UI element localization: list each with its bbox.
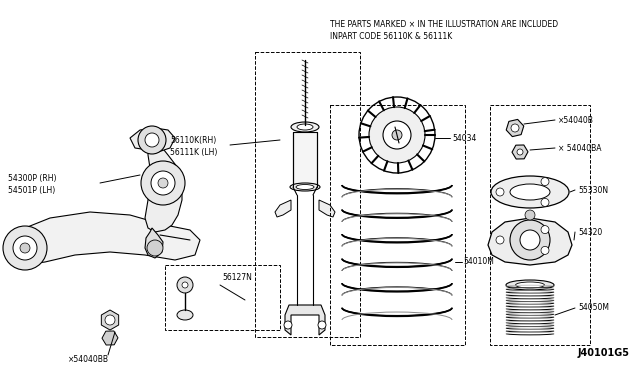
Circle shape: [177, 277, 193, 293]
Text: 54050M: 54050M: [578, 304, 609, 312]
Text: ×54040BB: ×54040BB: [68, 356, 109, 365]
Circle shape: [3, 226, 47, 270]
Text: J40101G5: J40101G5: [578, 348, 630, 358]
Circle shape: [496, 236, 504, 244]
Circle shape: [13, 236, 37, 260]
Circle shape: [141, 161, 185, 205]
Ellipse shape: [516, 282, 545, 288]
Polygon shape: [275, 200, 291, 217]
Circle shape: [145, 133, 159, 147]
Ellipse shape: [291, 122, 319, 132]
Circle shape: [541, 246, 549, 254]
Bar: [490, 105, 590, 345]
Text: 56127N: 56127N: [222, 273, 252, 282]
Circle shape: [541, 198, 549, 206]
Text: THE PARTS MARKED × IN THE ILLUSTRATION ARE INCLUDED: THE PARTS MARKED × IN THE ILLUSTRATION A…: [330, 20, 558, 29]
Circle shape: [182, 282, 188, 288]
Circle shape: [158, 178, 168, 188]
Text: 54300P (RH): 54300P (RH): [8, 173, 56, 183]
Circle shape: [151, 171, 175, 195]
Ellipse shape: [506, 280, 554, 290]
Ellipse shape: [297, 124, 313, 130]
Text: × 54040BA: × 54040BA: [558, 144, 602, 153]
Ellipse shape: [491, 176, 569, 208]
Polygon shape: [130, 128, 175, 152]
Circle shape: [541, 177, 549, 186]
Polygon shape: [15, 212, 200, 265]
Text: 56110K(RH): 56110K(RH): [170, 135, 216, 144]
Circle shape: [147, 240, 163, 256]
Circle shape: [520, 230, 540, 250]
Circle shape: [392, 130, 402, 140]
Ellipse shape: [290, 183, 320, 191]
Circle shape: [383, 121, 411, 149]
Circle shape: [525, 210, 535, 220]
Text: 54034: 54034: [452, 134, 476, 142]
Text: ×54040B: ×54040B: [558, 115, 594, 125]
Circle shape: [284, 321, 292, 329]
Bar: [165, 265, 280, 330]
Bar: [330, 105, 465, 345]
Text: 55330N: 55330N: [578, 186, 608, 195]
Circle shape: [318, 321, 326, 329]
Polygon shape: [488, 218, 572, 265]
Text: INPART CODE 56110K & 56111K: INPART CODE 56110K & 56111K: [330, 32, 452, 41]
Circle shape: [369, 107, 425, 163]
Polygon shape: [145, 138, 182, 232]
FancyBboxPatch shape: [293, 132, 317, 187]
Polygon shape: [285, 305, 325, 335]
Circle shape: [517, 149, 523, 155]
Polygon shape: [319, 200, 335, 217]
Circle shape: [20, 243, 30, 253]
Circle shape: [496, 188, 504, 196]
Polygon shape: [145, 228, 163, 258]
Ellipse shape: [510, 184, 550, 200]
Circle shape: [541, 225, 549, 234]
Circle shape: [510, 220, 550, 260]
Ellipse shape: [296, 185, 314, 189]
Ellipse shape: [177, 310, 193, 320]
Text: 54320: 54320: [578, 228, 602, 237]
Circle shape: [105, 315, 115, 325]
Text: 54501P (LH): 54501P (LH): [8, 186, 55, 195]
Text: 56111K (LH): 56111K (LH): [170, 148, 218, 157]
Bar: [255, 52, 360, 337]
Circle shape: [138, 126, 166, 154]
Text: 54010M: 54010M: [463, 257, 494, 266]
Circle shape: [511, 124, 519, 132]
